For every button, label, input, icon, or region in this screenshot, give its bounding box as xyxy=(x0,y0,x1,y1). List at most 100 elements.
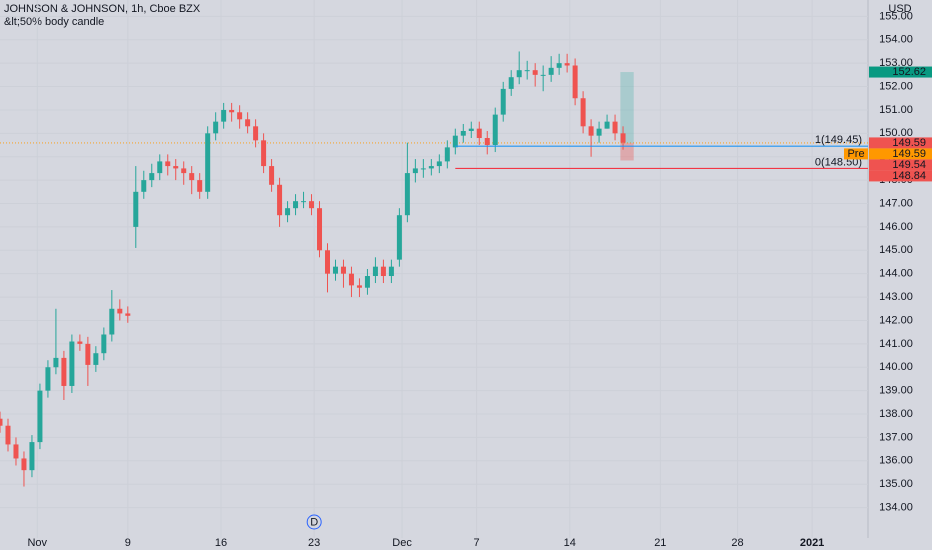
candle-body xyxy=(77,341,83,344)
x-tick-label: 21 xyxy=(654,537,666,549)
candle-body xyxy=(0,418,3,426)
candle-body xyxy=(205,133,211,192)
y-tick-label: 144.00 xyxy=(879,268,913,280)
candle-body xyxy=(293,201,299,209)
candle-body xyxy=(157,161,163,174)
candle-body xyxy=(229,109,235,113)
candle-body xyxy=(548,67,554,75)
candle-body xyxy=(85,343,91,365)
candle-body xyxy=(580,98,586,127)
candle-body xyxy=(372,266,378,277)
x-tick-label: 9 xyxy=(125,537,131,549)
x-tick-label: 7 xyxy=(474,537,480,549)
target-zone xyxy=(620,72,634,143)
y-tick-label: 141.00 xyxy=(879,338,913,350)
candle-body xyxy=(253,126,259,141)
pre-label: Pre xyxy=(847,148,864,160)
candle-body xyxy=(21,458,27,471)
candle-body xyxy=(428,166,434,169)
candle-body xyxy=(237,112,243,120)
candle-body xyxy=(301,201,307,203)
y-tick-label: 154.00 xyxy=(879,34,913,46)
candle-body xyxy=(332,266,338,274)
candle-body xyxy=(245,119,251,127)
candle-body xyxy=(404,173,410,216)
candle-body xyxy=(348,273,354,286)
price-pill xyxy=(869,170,932,182)
chart-title: JOHNSON & JOHNSON, 1h, Cboe BZX xyxy=(4,3,201,15)
stop-zone xyxy=(620,142,634,161)
candle-body xyxy=(149,173,155,181)
x-tick-label: Nov xyxy=(27,537,47,549)
candle-body xyxy=(508,77,514,89)
candle-body xyxy=(261,140,267,167)
candle-body xyxy=(109,308,115,335)
candle-body xyxy=(484,138,490,146)
candle-body xyxy=(468,128,474,131)
candle-body xyxy=(420,168,426,170)
candle-body xyxy=(492,114,498,146)
candle-body xyxy=(620,133,626,143)
candle-body xyxy=(564,63,570,66)
candle-body xyxy=(604,121,610,129)
y-tick-label: 150.00 xyxy=(879,127,913,139)
candle-body xyxy=(141,180,147,192)
candle-body xyxy=(13,444,19,459)
y-tick-label: 143.00 xyxy=(879,291,913,303)
y-tick-label: 138.00 xyxy=(879,408,913,420)
y-tick-label: 152.00 xyxy=(879,80,913,92)
price-label: 149.59 xyxy=(892,137,926,149)
candle-body xyxy=(69,341,75,386)
candle-body xyxy=(324,250,330,274)
candle-body xyxy=(5,425,11,445)
candle-body xyxy=(436,161,442,167)
candle-body xyxy=(412,168,418,174)
y-tick-label: 155.00 xyxy=(879,10,913,22)
y-tick-label: 136.00 xyxy=(879,455,913,467)
y-tick-label: 134.00 xyxy=(879,501,913,513)
price-label: 152.62 xyxy=(892,66,926,78)
candle-body xyxy=(165,161,171,167)
candle-body xyxy=(61,357,67,386)
candle-body xyxy=(356,285,362,288)
price-pill xyxy=(869,137,932,149)
candle-body xyxy=(29,442,35,471)
candle-body xyxy=(213,121,219,134)
x-tick-label: 28 xyxy=(731,537,743,549)
y-tick-label: 151.00 xyxy=(879,104,913,116)
dividend-marker xyxy=(306,514,322,530)
x-tick-label: 2021 xyxy=(800,537,824,549)
y-tick-label: 135.00 xyxy=(879,478,913,490)
candle-body xyxy=(388,266,394,277)
candle-body xyxy=(125,313,131,316)
y-tick-label: 142.00 xyxy=(879,314,913,326)
price-label: 149.59 xyxy=(892,148,926,160)
candle-body xyxy=(101,334,107,354)
candle-body xyxy=(532,70,538,75)
candle-body xyxy=(524,70,530,72)
y-tick-label: 146.00 xyxy=(879,221,913,233)
candle-body xyxy=(317,208,323,251)
candle-body xyxy=(380,266,386,277)
grid xyxy=(0,0,868,538)
candle-body xyxy=(309,201,315,209)
price-pill xyxy=(869,66,932,78)
candle-body xyxy=(173,166,179,169)
candle-body xyxy=(476,128,482,139)
candle-body xyxy=(221,109,227,122)
price-label: 148.84 xyxy=(892,170,926,182)
candle-body xyxy=(117,308,123,314)
candle-body xyxy=(396,215,402,260)
candle-body xyxy=(197,180,203,192)
candle-body xyxy=(460,130,466,136)
candle-body xyxy=(516,70,522,78)
candle-body xyxy=(37,390,43,443)
candle-body xyxy=(45,367,51,391)
x-tick-label: 14 xyxy=(564,537,576,549)
y-tick-label: 153.00 xyxy=(879,57,913,69)
price-pill xyxy=(869,159,932,171)
candle-body xyxy=(189,173,195,181)
x-tick-label: 23 xyxy=(308,537,320,549)
candle-body xyxy=(596,128,602,136)
